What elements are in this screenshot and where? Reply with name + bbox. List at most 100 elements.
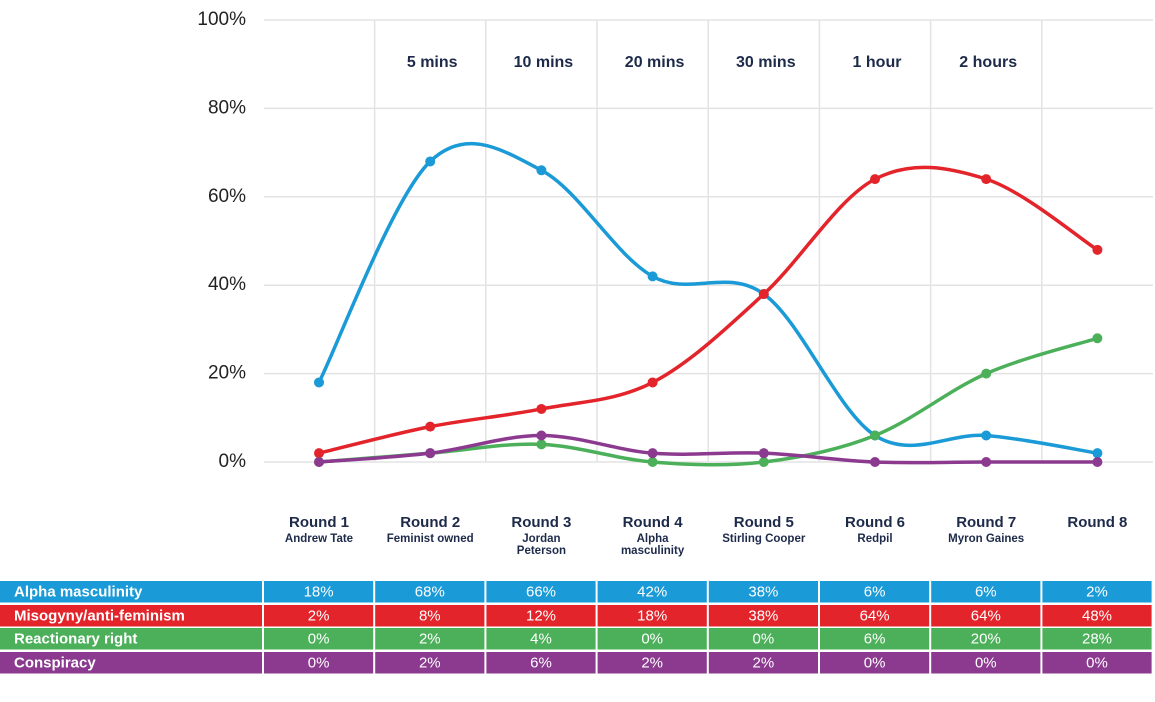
cell-bg — [486, 581, 596, 603]
x-tick-label: Round 3 — [511, 514, 571, 531]
data-label: 6% — [975, 584, 997, 601]
series-line — [318, 433, 1098, 465]
cell-bg — [708, 581, 818, 603]
data-label: 64% — [971, 608, 1001, 625]
x-sublabel: Feminist owned — [386, 533, 474, 545]
point — [981, 457, 992, 467]
y-tick-label: 0% — [219, 451, 247, 472]
point — [536, 165, 547, 176]
cell-bg — [931, 628, 1041, 650]
data-label: 2% — [419, 655, 441, 672]
cell-bg — [486, 628, 596, 650]
point — [314, 448, 324, 459]
y-tick-label: 80% — [208, 97, 246, 118]
y-tick-label: 20% — [208, 363, 246, 384]
time-label: 10 mins — [514, 54, 574, 71]
data-label: 42% — [637, 584, 667, 601]
cell-bg — [1042, 628, 1152, 650]
cell-bg — [264, 628, 374, 650]
point — [870, 457, 880, 467]
x-sublabel: Andrew Tate — [284, 533, 354, 545]
data-label: 28% — [1082, 631, 1112, 648]
data-label: 0% — [864, 655, 886, 672]
cell-bg — [820, 628, 930, 650]
x-tick-label: Round 8 — [1067, 514, 1127, 531]
series-line — [318, 165, 1099, 455]
cell-bg — [820, 605, 930, 627]
point — [425, 156, 436, 167]
point — [758, 448, 769, 459]
data-label: 0% — [308, 631, 330, 648]
y-tick-label: 40% — [208, 274, 246, 295]
data-label: 0% — [753, 631, 775, 648]
x-tick-label: Round 4 — [623, 514, 684, 531]
cell-bg — [708, 605, 818, 627]
cell-bg — [1042, 652, 1152, 674]
data-label: 48% — [1082, 608, 1112, 625]
data-label: 2% — [753, 655, 775, 672]
point — [870, 174, 880, 185]
point — [1092, 457, 1103, 467]
legend-label: Reactionary right — [14, 631, 137, 648]
point — [647, 377, 658, 388]
cell-bg — [375, 628, 485, 650]
data-label: 2% — [641, 655, 663, 672]
data-label: 18% — [304, 584, 334, 601]
row-header-bg — [0, 628, 262, 650]
data-label: 12% — [526, 608, 556, 625]
x-tick-label: Round 7 — [956, 514, 1016, 531]
legend-label: Conspiracy — [14, 655, 96, 672]
point — [425, 448, 436, 459]
point — [981, 368, 992, 379]
point — [1092, 333, 1103, 344]
data-label: 6% — [864, 631, 886, 648]
cell-bg — [820, 581, 930, 603]
time-label: 30 mins — [736, 54, 796, 71]
cell-bg — [931, 581, 1041, 603]
time-label: 1 hour — [853, 54, 902, 71]
data-label: 64% — [860, 608, 890, 625]
legend-label: Misogyny/anti-feminism — [14, 608, 185, 625]
cell-bg — [597, 605, 707, 627]
point — [314, 457, 324, 467]
point — [870, 430, 880, 441]
data-label: 20% — [971, 631, 1001, 648]
cell-bg — [264, 581, 374, 603]
point — [425, 421, 436, 432]
data-label: 38% — [748, 584, 778, 601]
point — [647, 457, 658, 467]
cell-bg — [375, 605, 485, 627]
point — [647, 448, 658, 459]
point — [981, 430, 992, 441]
row-header-bg — [0, 605, 262, 627]
x-sublabel: Redpil — [857, 533, 893, 545]
time-label: 20 mins — [625, 54, 685, 71]
data-label: 8% — [419, 608, 441, 625]
cell-bg — [708, 628, 818, 650]
data-label: 6% — [864, 584, 886, 601]
data-label: 2% — [419, 631, 441, 648]
data-label: 0% — [308, 655, 330, 672]
point — [758, 289, 769, 300]
x-sublabel: Jordan Peterson — [516, 533, 566, 557]
cell-bg — [264, 652, 374, 674]
cell-bg — [264, 605, 374, 627]
cell-bg — [597, 581, 707, 603]
cell-bg — [931, 605, 1041, 627]
point — [536, 403, 547, 414]
cell-bg — [931, 652, 1041, 674]
data-label: 2% — [308, 608, 330, 625]
data-label: 4% — [530, 631, 552, 648]
point — [536, 439, 547, 450]
cell-bg — [597, 628, 707, 650]
cell-bg — [1042, 605, 1152, 627]
row-header-bg — [0, 652, 262, 674]
time-label: 2 hours — [959, 54, 1017, 71]
data-label: 18% — [637, 608, 667, 625]
data-label: 0% — [975, 655, 997, 672]
point — [1092, 448, 1103, 459]
data-label: 0% — [1086, 655, 1108, 672]
time-label: 5 mins — [407, 54, 458, 71]
data-label: 6% — [530, 655, 552, 672]
